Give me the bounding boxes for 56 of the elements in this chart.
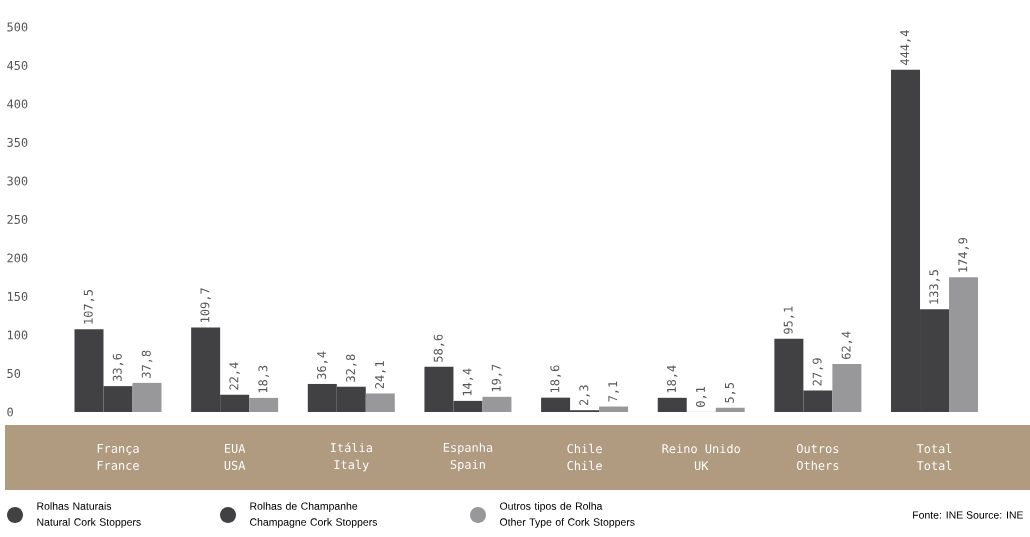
y-tick-label: 200	[7, 253, 28, 263]
data-label: 18,4	[666, 365, 678, 393]
legend-label: Rolhas de Champanhe Champagne Cork Stoppers	[250, 502, 378, 528]
bar	[132, 382, 162, 412]
x-tick-label: Itália Italy	[330, 442, 372, 472]
data-label: 7,1	[608, 381, 619, 402]
x-tick-label: Total Total	[916, 443, 952, 471]
data-label: 24,1	[375, 361, 386, 389]
data-label: 107,5	[83, 289, 95, 324]
legend-label: Rolhas Naturais Natural Cork Stoppers	[37, 502, 141, 528]
data-label: 19,7	[491, 364, 503, 392]
bar	[657, 397, 687, 412]
y-tick-label: 100	[7, 330, 28, 340]
x-tick-label: Chile Chile	[567, 443, 602, 471]
y-tick-label: 0	[7, 407, 13, 417]
bar	[249, 397, 279, 412]
bar	[599, 406, 629, 412]
y-tick-label: 50	[7, 368, 21, 379]
legend-label: Outros tipos de Rolha Other Type of Cork Stoppers	[500, 502, 635, 528]
x-tick-label: Reino Unido UK	[662, 443, 741, 471]
data-label: 133,5	[929, 269, 940, 304]
data-label: 0,1	[695, 386, 707, 407]
y-tick-label: 250	[7, 214, 28, 225]
bar	[832, 363, 862, 412]
bar	[365, 393, 395, 412]
data-label: 5,5	[725, 382, 736, 403]
x-tick-label: França France	[97, 444, 139, 470]
x-tick-label: Espanha Spain	[443, 442, 493, 472]
data-label: 62,4	[841, 331, 853, 359]
data-label: 22,4	[229, 362, 240, 390]
x-tick-label: EUA USA	[224, 444, 246, 470]
data-label: 33,6	[112, 353, 124, 382]
y-tick-label: 150	[7, 291, 28, 302]
bar	[715, 407, 745, 412]
data-label: 27,9	[812, 358, 824, 386]
data-label: 18,3	[258, 365, 269, 393]
data-label: 58,6	[433, 334, 445, 362]
data-label: 174,9	[958, 237, 969, 272]
data-label: 37,8	[141, 350, 153, 378]
y-tick-label: 400	[7, 99, 28, 109]
data-label: 95,1	[783, 306, 795, 334]
data-label: 2,3	[579, 385, 590, 406]
bar	[949, 277, 979, 412]
data-label: 444,4	[900, 30, 911, 66]
source-note: Fonte: INE Source: INE	[913, 511, 1024, 519]
data-label: 109,7	[200, 288, 211, 322]
bar	[482, 396, 512, 412]
y-tick-label: 500	[7, 22, 28, 32]
data-label: 14,4	[462, 368, 474, 396]
y-tick-label: 450	[7, 60, 28, 71]
data-label: 32,8	[346, 354, 357, 382]
data-label: 18,6	[550, 365, 561, 393]
x-tick-label: Outros Others	[796, 443, 839, 470]
data-label: 36,4	[317, 351, 328, 379]
y-tick-label: 300	[7, 176, 28, 186]
y-tick-label: 350	[7, 137, 28, 148]
